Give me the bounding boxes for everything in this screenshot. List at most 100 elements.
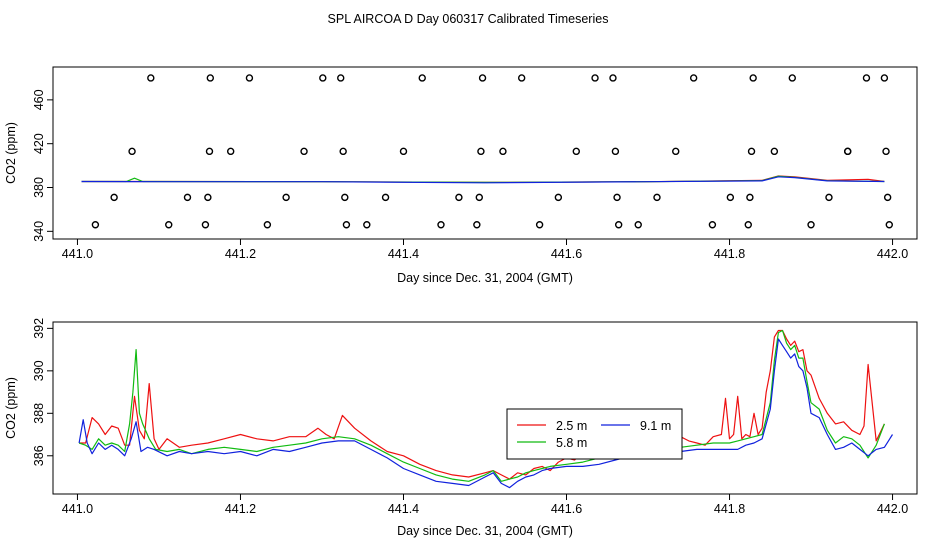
- top-calibration-point: [183, 193, 192, 202]
- top-y-tick-label: 340: [32, 221, 46, 242]
- top-calibration-point: [473, 221, 481, 229]
- bottom-x-tick-label: 441.2: [225, 502, 256, 516]
- top-calibration-point: [517, 74, 526, 82]
- top-calibration-point: [880, 74, 889, 82]
- top-calibration-point: [337, 74, 345, 82]
- legend-label-5-8m: 5.8 m: [556, 436, 587, 450]
- top-calibration-point: [282, 193, 290, 202]
- top-x-axis-label: Day since Dec. 31, 2004 (GMT): [397, 271, 573, 285]
- top-calibration-point: [609, 74, 617, 82]
- top-calibration-point: [499, 147, 507, 156]
- top-calibration-point: [201, 221, 210, 229]
- top-calibration-point: [862, 74, 871, 82]
- bottom-series-line-9-1-m: [78, 338, 894, 489]
- top-x-axis: 441.0 441.2 441.4 441.6 441.8 442.0: [62, 239, 908, 261]
- top-calibration-point: [882, 147, 890, 156]
- top-calibration-point: [726, 193, 735, 202]
- top-calibration-point: [128, 147, 136, 156]
- bottom-x-tick-label: 442.0: [877, 502, 908, 516]
- top-calibration-point: [614, 221, 623, 229]
- top-calibration-point: [342, 221, 351, 229]
- top-series-line-series-3: [81, 176, 885, 184]
- top-calibration-point: [475, 193, 483, 202]
- top-calibration-point: [478, 74, 487, 82]
- top-calibration-point: [341, 193, 349, 202]
- bottom-x-tick-label: 441.8: [714, 502, 745, 516]
- top-calibration-point: [653, 193, 661, 202]
- bottom-y-tick-label: 386: [32, 445, 46, 466]
- legend-label-2-5m: 2.5 m: [556, 419, 587, 433]
- top-y-axis-label: CO2 (ppm): [4, 122, 18, 184]
- top-calibration-point: [165, 221, 173, 229]
- top-calibration-point: [147, 74, 155, 82]
- bottom-panel: 441.0 441.2 441.4 441.6 441.8 442.0 386 388 390…: [4, 318, 918, 538]
- top-calibration-point: [572, 147, 580, 156]
- top-calibration-point: [611, 147, 620, 156]
- top-calibration-point: [844, 147, 852, 156]
- legend-label-9-1m: 9.1 m: [640, 419, 671, 433]
- top-calibration-point: [300, 147, 308, 156]
- top-calibration-point: [110, 193, 118, 202]
- top-calibration-point: [437, 221, 445, 229]
- top-calibration-point: [770, 147, 779, 156]
- top-calibration-point: [245, 74, 254, 82]
- top-calibration-point: [204, 193, 212, 202]
- top-calibration-point: [883, 193, 892, 202]
- top-calibration-point: [418, 74, 426, 82]
- top-calibration-point: [399, 147, 408, 156]
- top-calibration-point: [319, 74, 327, 82]
- bottom-y-tick-label: 392: [32, 318, 46, 339]
- top-y-axis: 340 380 420 460: [32, 89, 53, 242]
- bottom-plot-frame: [52, 321, 918, 495]
- top-x-tick-label: 441.2: [225, 247, 256, 261]
- legend: 2.5 m 9.1 m 5.8 m: [506, 408, 683, 460]
- top-calibration-point: [535, 221, 544, 229]
- top-calibration-point: [554, 193, 563, 202]
- top-calibration-point: [226, 147, 235, 156]
- bottom-series-line-5-8-m: [78, 329, 885, 482]
- top-calibration-point: [747, 147, 756, 156]
- top-x-tick-label: 441.6: [551, 247, 582, 261]
- top-y-tick-label: 380: [32, 177, 46, 198]
- top-plot-frame: [52, 66, 918, 240]
- top-calibration-point: [477, 147, 485, 156]
- top-y-tick-label: 460: [32, 89, 46, 110]
- bottom-x-tick-label: 441.0: [62, 502, 93, 516]
- top-calibration-point: [689, 74, 698, 82]
- bottom-y-axis-label: CO2 (ppm): [4, 377, 18, 439]
- top-x-tick-label: 441.4: [388, 247, 419, 261]
- top-calibration-point: [381, 193, 390, 202]
- bottom-y-tick-label: 388: [32, 403, 46, 424]
- top-calibration-point: [744, 221, 752, 229]
- top-x-tick-label: 441.8: [714, 247, 745, 261]
- bottom-y-axis: 386 388 390 392: [32, 318, 53, 466]
- top-calibration-point: [885, 221, 893, 229]
- top-calibration-point: [613, 193, 621, 202]
- top-calibration-point: [363, 221, 371, 229]
- figure-title: SPL AIRCOA D Day 060317 Calibrated Times…: [328, 12, 609, 26]
- top-calibration-point: [746, 193, 754, 202]
- legend-box: [506, 408, 683, 460]
- top-x-tick-label: 441.0: [62, 247, 93, 261]
- top-calibration-point: [672, 147, 680, 156]
- bottom-x-axis-label: Day since Dec. 31, 2004 (GMT): [397, 524, 573, 538]
- top-calibration-point: [91, 221, 100, 229]
- top-calibration-point: [788, 74, 796, 82]
- top-x-tick-label: 442.0: [877, 247, 908, 261]
- top-plot-marks: [81, 74, 893, 229]
- top-calibration-point: [206, 74, 215, 82]
- top-calibration-point: [263, 221, 272, 229]
- bottom-y-tick-label: 390: [32, 360, 46, 381]
- top-calibration-point: [591, 74, 599, 82]
- top-calibration-point: [455, 193, 463, 202]
- bottom-x-tick-label: 441.4: [388, 502, 419, 516]
- bottom-x-axis: 441.0 441.2 441.4 441.6 441.8 442.0: [62, 494, 908, 516]
- top-calibration-point: [205, 147, 214, 156]
- top-calibration-point: [749, 74, 757, 82]
- top-calibration-point: [807, 221, 815, 229]
- top-calibration-point: [339, 147, 347, 156]
- top-calibration-point: [708, 221, 717, 229]
- top-calibration-point: [634, 221, 642, 229]
- top-calibration-point: [825, 193, 833, 202]
